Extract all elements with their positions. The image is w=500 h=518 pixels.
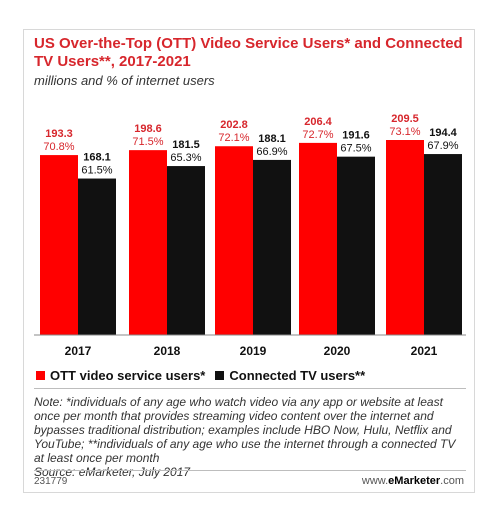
pct-label-ott-2017: 70.8% [43, 141, 74, 153]
value-label-ott-2019: 202.8 [220, 119, 248, 131]
site-suffix: .com [440, 475, 464, 487]
bar-ctv-2017 [78, 178, 116, 335]
pct-label-ott-2021: 73.1% [389, 126, 420, 138]
bar-ott-2021 [386, 140, 424, 335]
pct-label-ott-2018: 71.5% [132, 136, 163, 148]
value-label-ott-2017: 193.3 [45, 128, 73, 140]
bar-ctv-2019 [253, 159, 291, 335]
value-label-ott-2020: 206.4 [304, 116, 332, 128]
bar-ott-2019 [215, 146, 253, 335]
x-tick-label-2019: 2019 [240, 344, 267, 358]
x-tick-label-2020: 2020 [324, 344, 351, 358]
bar-ctv-2018 [167, 166, 205, 335]
divider-bottom [34, 470, 466, 471]
pct-label-ctv-2018: 65.3% [170, 152, 201, 164]
divider-top [34, 388, 466, 389]
pct-label-ctv-2021: 67.9% [427, 140, 458, 152]
bar-ott-2017 [40, 155, 78, 335]
legend: OTT video service users* Connected TV us… [36, 366, 375, 384]
value-label-ctv-2017: 168.1 [83, 152, 111, 164]
value-label-ctv-2019: 188.1 [258, 133, 286, 145]
x-tick-label-2017: 2017 [65, 344, 92, 358]
site-link[interactable]: www.eMarketer.com [362, 475, 464, 487]
bar-ott-2018 [129, 150, 167, 335]
site-brand: eMarketer [388, 475, 441, 487]
legend-label-ott: OTT video service users* [50, 367, 206, 383]
note-text: Note: *individuals of any age who watch … [34, 395, 456, 465]
value-label-ott-2018: 198.6 [134, 123, 162, 135]
value-label-ott-2021: 209.5 [391, 113, 419, 125]
chart-title: US Over-the-Top (OTT) Video Service User… [34, 35, 463, 70]
legend-item-ott: OTT video service users* [36, 368, 205, 383]
source-text: Source: eMarketer, July 2017 [34, 465, 191, 479]
bar-ott-2020 [299, 142, 337, 335]
value-label-ctv-2020: 191.6 [342, 130, 370, 142]
pct-label-ott-2019: 72.1% [218, 132, 249, 144]
x-tick-label-2021: 2021 [411, 344, 438, 358]
site-prefix: www. [361, 475, 389, 487]
chart-id: 231779 [34, 476, 68, 487]
value-label-ctv-2018: 181.5 [172, 139, 200, 151]
value-label-ctv-2021: 194.4 [429, 127, 457, 139]
x-tick-label-2018: 2018 [154, 344, 181, 358]
pct-label-ctv-2020: 67.5% [340, 143, 371, 155]
legend-item-ctv: Connected TV users** [215, 368, 365, 383]
bar-ctv-2020 [337, 156, 375, 335]
pct-label-ctv-2019: 66.9% [256, 146, 287, 158]
chart-subtitle: millions and % of internet users [34, 73, 215, 88]
legend-swatch-ctv [215, 370, 225, 380]
note-block: Note: *individuals of any age who watch … [34, 395, 466, 479]
pct-label-ctv-2017: 61.5% [81, 165, 112, 177]
legend-label-ctv: Connected TV users** [229, 367, 366, 383]
bar-ctv-2021 [424, 154, 462, 335]
pct-label-ott-2020: 72.7% [302, 129, 333, 141]
legend-swatch-ott [36, 370, 45, 380]
